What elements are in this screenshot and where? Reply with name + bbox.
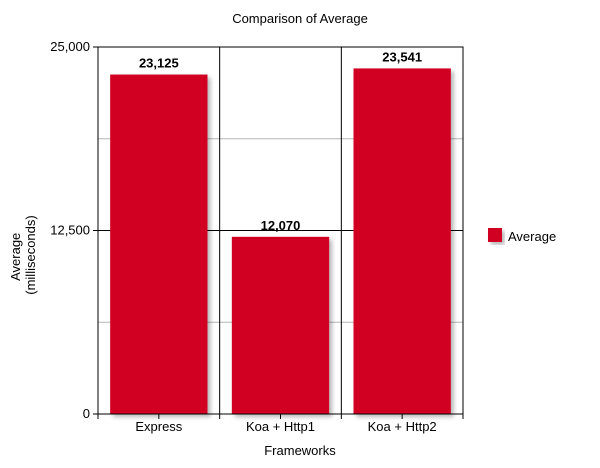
bar xyxy=(110,74,208,415)
x-tick-label: Koa + Http2 xyxy=(368,419,437,434)
y-tick-label: 0 xyxy=(83,406,90,421)
y-axis-title-line-1: Average xyxy=(8,233,23,281)
legend-swatch xyxy=(488,228,502,242)
x-tick-label: Express xyxy=(135,419,182,434)
axes: 0 12,500 25,000 Express Koa + Http1 Koa + Htt… xyxy=(50,39,464,434)
chart-title: Comparison of Average xyxy=(232,11,368,26)
y-axis-title-line-2: (milliseconds) xyxy=(23,215,38,294)
data-labels: 23,125 12,070 23,541 xyxy=(139,49,422,232)
bar xyxy=(353,68,451,414)
legend: Average xyxy=(488,228,556,244)
x-axis-title: Frameworks xyxy=(264,443,336,458)
y-tick-label: 12,500 xyxy=(50,223,90,238)
data-label: 23,125 xyxy=(139,56,179,71)
y-tick-label: 25,000 xyxy=(50,39,90,54)
x-tick-label: Koa + Http1 xyxy=(246,419,315,434)
bar xyxy=(231,236,330,414)
bars-layer xyxy=(110,68,451,415)
y-axis-title: Average (milliseconds) xyxy=(8,215,38,294)
data-label: 12,070 xyxy=(261,218,301,233)
data-label: 23,541 xyxy=(382,49,422,64)
legend-label: Average xyxy=(508,229,556,244)
